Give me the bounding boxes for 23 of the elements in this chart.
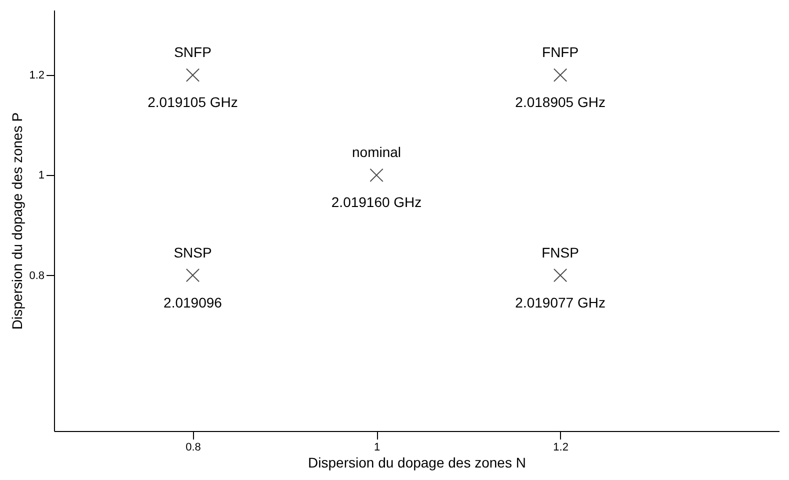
y-axis-title: Dispersion du dopage des zones P	[9, 112, 26, 330]
y-tick-label: 0.8	[29, 270, 44, 282]
point	[186, 268, 200, 282]
annotation: 2.019096	[164, 294, 222, 310]
annotation: 2.018905 GHz	[515, 94, 606, 110]
point	[186, 68, 200, 82]
x-axis-title: Dispersion du dopage des zones N	[308, 454, 526, 470]
annotation: SNFP	[174, 44, 212, 60]
x-tick-label: 1.2	[553, 442, 568, 454]
annotation: SNSP	[174, 244, 212, 260]
annotation: 2.019105 GHz	[148, 94, 238, 110]
y-tick-label: 1.2	[29, 70, 44, 82]
annotation: FNSP	[542, 244, 579, 260]
y-tick-label: 1	[38, 170, 44, 182]
point	[553, 268, 568, 282]
annotation: 2.019077 GHz	[515, 294, 606, 310]
point	[370, 168, 384, 182]
annotation: 2.019160 GHz	[331, 194, 422, 210]
x-tick-label: 0.8	[186, 442, 201, 454]
x-tick-label: 1	[374, 442, 380, 454]
annotation: nominal	[352, 144, 402, 160]
point	[553, 68, 568, 82]
annotation: FNFP	[542, 44, 579, 60]
